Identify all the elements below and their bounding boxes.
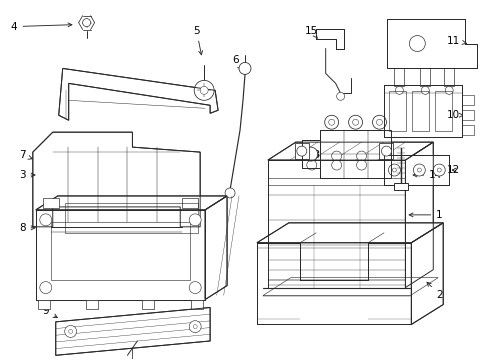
- Circle shape: [357, 151, 367, 161]
- Text: 5: 5: [193, 26, 202, 55]
- Polygon shape: [302, 140, 319, 168]
- Text: 13: 13: [308, 150, 321, 160]
- Text: 7: 7: [19, 150, 32, 160]
- Circle shape: [194, 80, 214, 100]
- Circle shape: [348, 115, 363, 129]
- Polygon shape: [462, 110, 474, 120]
- Circle shape: [353, 119, 359, 125]
- Circle shape: [392, 168, 396, 172]
- Polygon shape: [257, 223, 443, 243]
- Circle shape: [200, 86, 208, 94]
- Circle shape: [437, 168, 441, 172]
- Circle shape: [337, 92, 344, 100]
- Circle shape: [239, 62, 251, 75]
- Text: 9: 9: [43, 306, 57, 318]
- Polygon shape: [462, 125, 474, 135]
- Circle shape: [40, 214, 52, 226]
- Text: 10: 10: [447, 110, 464, 120]
- Polygon shape: [43, 198, 59, 208]
- Circle shape: [83, 19, 91, 27]
- Circle shape: [189, 321, 201, 333]
- Polygon shape: [394, 183, 408, 190]
- Polygon shape: [205, 196, 227, 300]
- Text: 4: 4: [11, 22, 72, 32]
- Polygon shape: [319, 130, 392, 178]
- Circle shape: [389, 164, 400, 176]
- Polygon shape: [191, 300, 203, 310]
- Polygon shape: [444, 68, 454, 86]
- Circle shape: [325, 115, 339, 129]
- Circle shape: [372, 115, 387, 129]
- Circle shape: [332, 160, 342, 170]
- Polygon shape: [394, 68, 404, 86]
- Circle shape: [332, 151, 342, 161]
- Circle shape: [297, 146, 307, 156]
- Polygon shape: [462, 95, 474, 105]
- Polygon shape: [388, 19, 477, 68]
- Circle shape: [414, 164, 425, 176]
- Polygon shape: [385, 85, 462, 137]
- Circle shape: [421, 86, 429, 94]
- Polygon shape: [33, 132, 200, 227]
- Polygon shape: [143, 300, 154, 310]
- Text: 8: 8: [19, 223, 35, 233]
- Polygon shape: [420, 68, 430, 86]
- Circle shape: [417, 168, 421, 172]
- Polygon shape: [36, 210, 205, 300]
- Polygon shape: [379, 143, 393, 159]
- Circle shape: [445, 86, 453, 94]
- Text: 11: 11: [447, 36, 466, 46]
- Text: 6: 6: [232, 55, 242, 69]
- Polygon shape: [36, 196, 227, 210]
- Text: 14: 14: [413, 170, 442, 180]
- Circle shape: [376, 119, 383, 125]
- Text: 15: 15: [305, 26, 318, 39]
- Polygon shape: [412, 223, 443, 324]
- Text: 12: 12: [447, 165, 461, 175]
- Polygon shape: [182, 198, 198, 208]
- Circle shape: [189, 214, 201, 226]
- Circle shape: [304, 147, 318, 161]
- Circle shape: [189, 282, 201, 293]
- Circle shape: [193, 325, 197, 329]
- Text: 3: 3: [19, 170, 35, 180]
- Text: 2: 2: [427, 282, 443, 300]
- Circle shape: [329, 119, 335, 125]
- Polygon shape: [268, 142, 433, 160]
- Polygon shape: [56, 307, 210, 355]
- Circle shape: [307, 160, 317, 170]
- Circle shape: [65, 325, 76, 337]
- Polygon shape: [257, 243, 412, 324]
- Text: 1: 1: [409, 210, 443, 220]
- Circle shape: [69, 329, 73, 333]
- Polygon shape: [405, 142, 433, 288]
- Circle shape: [382, 146, 392, 156]
- Circle shape: [433, 164, 445, 176]
- Circle shape: [307, 151, 317, 161]
- Polygon shape: [385, 155, 449, 185]
- Polygon shape: [268, 160, 405, 288]
- Circle shape: [395, 86, 403, 94]
- Circle shape: [225, 188, 235, 198]
- Circle shape: [357, 160, 367, 170]
- Polygon shape: [38, 300, 50, 310]
- Polygon shape: [295, 143, 309, 159]
- Polygon shape: [316, 28, 343, 49]
- Polygon shape: [86, 300, 98, 310]
- Circle shape: [40, 282, 52, 293]
- Polygon shape: [59, 68, 218, 120]
